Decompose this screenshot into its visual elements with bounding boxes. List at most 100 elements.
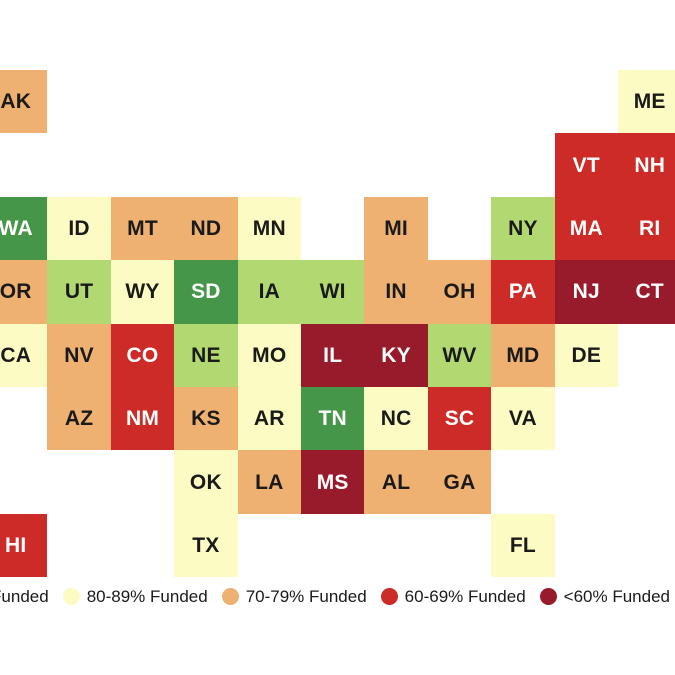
state-abbr-label: WY	[125, 280, 160, 304]
legend-item[interactable]: 80-89% Funded	[62, 587, 208, 605]
state-tile-al[interactable]: AL	[364, 450, 428, 514]
state-abbr-label: NM	[125, 407, 160, 431]
state-abbr-label: MO	[252, 343, 287, 367]
state-tile-me[interactable]: ME	[618, 70, 675, 134]
state-tile-ar[interactable]: AR	[237, 387, 301, 451]
state-tile-ak[interactable]: AK	[0, 70, 48, 134]
state-tile-nv[interactable]: NV	[47, 323, 111, 387]
state-abbr-label: MS	[316, 470, 349, 494]
state-abbr-label: VT	[572, 153, 600, 177]
legend-item[interactable]: 60-69% Funded	[380, 586, 526, 606]
state-tile-nm[interactable]: NM	[110, 387, 175, 451]
state-tile-tx[interactable]: TX	[174, 513, 238, 578]
state-abbr-label: TX	[192, 533, 220, 557]
state-tile-nc[interactable]: NC	[364, 387, 428, 451]
state-tile-wy[interactable]: WY	[110, 260, 175, 324]
state-tile-la[interactable]: LA	[237, 450, 301, 514]
chart-legend: 100%+ Funded90-99% Funded80-89% Funded70…	[0, 583, 675, 609]
state-tile-ma[interactable]: MA	[554, 196, 618, 261]
state-abbr-label: NV	[64, 343, 94, 367]
state-tile-nj[interactable]: NJ	[554, 260, 618, 324]
state-tile-ri[interactable]: RI	[618, 196, 675, 261]
state-tile-ks[interactable]: KS	[174, 387, 238, 451]
state-abbr-label: VA	[508, 407, 537, 431]
legend-item[interactable]: 70-79% Funded	[221, 587, 367, 605]
state-tile-va[interactable]: VA	[491, 387, 555, 451]
state-abbr-label: IN	[385, 280, 407, 304]
state-tile-ca[interactable]: CA	[0, 323, 48, 387]
state-abbr-label: AK	[0, 90, 32, 114]
state-tile-ga[interactable]: GA	[427, 450, 492, 514]
legend-item[interactable]: <60% Funded	[539, 586, 670, 606]
legend-swatch-icon	[380, 587, 398, 605]
state-abbr-label: RI	[638, 216, 661, 240]
state-abbr-label: PA	[508, 280, 537, 304]
state-tile-or[interactable]: OR	[0, 260, 48, 324]
state-tile-ms[interactable]: MS	[301, 450, 365, 514]
state-tile-il[interactable]: IL	[301, 323, 365, 387]
state-tile-tn[interactable]: TN	[301, 387, 365, 451]
state-tile-ky[interactable]: KY	[364, 323, 428, 387]
state-abbr-label: ME	[633, 90, 666, 114]
state-tile-ok[interactable]: OK	[174, 450, 238, 514]
state-tile-ut[interactable]: UT	[47, 260, 111, 324]
state-tile-id[interactable]: ID	[47, 196, 111, 261]
state-tile-md[interactable]: MD	[491, 323, 555, 387]
state-tile-ct[interactable]: CT	[618, 260, 675, 324]
state-tile-wi[interactable]: WI	[301, 260, 365, 324]
state-abbr-label: UT	[64, 280, 94, 304]
state-abbr-label: IL	[323, 343, 343, 367]
state-abbr-label: NJ	[572, 280, 600, 304]
state-abbr-label: AL	[381, 470, 411, 494]
state-abbr-label: OR	[0, 280, 32, 304]
state-abbr-label: CT	[635, 280, 664, 304]
state-tile-ne[interactable]: NE	[174, 323, 238, 387]
state-tile-hi[interactable]: HI	[0, 513, 48, 578]
state-tile-vt[interactable]: VT	[554, 133, 618, 197]
legend-swatch-icon	[62, 587, 80, 605]
state-abbr-label: HI	[4, 533, 27, 557]
state-tile-mt[interactable]: MT	[110, 196, 175, 261]
state-tile-wa[interactable]: WA	[0, 196, 48, 261]
state-tile-mi[interactable]: MI	[364, 196, 428, 261]
state-abbr-label: TN	[318, 407, 347, 431]
state-abbr-label: ID	[68, 216, 90, 240]
state-abbr-label: KS	[191, 407, 221, 431]
legend-swatch-icon	[539, 587, 557, 605]
state-abbr-label: AZ	[64, 407, 94, 431]
state-tile-co[interactable]: CO	[110, 323, 175, 387]
state-abbr-label: FL	[509, 533, 536, 557]
state-tile-pa[interactable]: PA	[491, 260, 555, 324]
state-abbr-label: WA	[0, 216, 33, 240]
state-abbr-label: CO	[126, 343, 159, 367]
state-abbr-label: NE	[191, 343, 221, 367]
state-tile-nh[interactable]: NH	[618, 133, 675, 197]
state-abbr-label: MT	[127, 216, 158, 240]
state-tile-fl[interactable]: FL	[491, 513, 555, 578]
state-tile-sc[interactable]: SC	[427, 387, 492, 451]
legend-label: 60-69% Funded	[404, 586, 526, 606]
state-tile-az[interactable]: AZ	[47, 387, 111, 451]
state-tile-sd[interactable]: SD	[174, 260, 238, 324]
state-tile-wv[interactable]: WV	[427, 323, 492, 387]
state-abbr-label: KY	[381, 343, 411, 367]
state-tile-in[interactable]: IN	[364, 260, 428, 324]
state-tile-mo[interactable]: MO	[237, 323, 301, 387]
state-tile-oh[interactable]: OH	[427, 260, 492, 324]
state-tile-ny[interactable]: NY	[491, 196, 555, 261]
legend-item[interactable]: 90-99% Funded	[0, 588, 49, 605]
state-abbr-label: MD	[506, 343, 540, 367]
state-tile-mn[interactable]: MN	[237, 196, 301, 261]
state-abbr-label: NY	[508, 216, 538, 240]
state-tile-nd[interactable]: ND	[174, 196, 238, 261]
state-abbr-label: OK	[189, 470, 222, 494]
state-tile-de[interactable]: DE	[554, 323, 618, 387]
state-abbr-label: IA	[258, 280, 280, 304]
legend-label: <60% Funded	[563, 586, 670, 606]
state-tile-ia[interactable]: IA	[237, 260, 301, 324]
legend-swatch-icon	[221, 587, 239, 605]
state-abbr-label: WV	[442, 343, 477, 367]
state-abbr-label: SC	[444, 407, 475, 431]
